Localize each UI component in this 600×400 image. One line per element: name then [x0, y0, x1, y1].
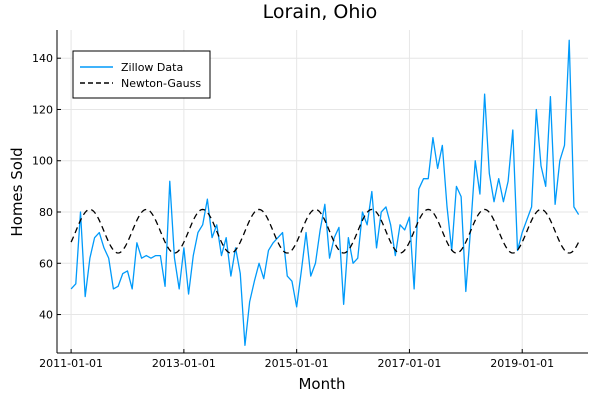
y-tick-label: 100: [32, 155, 53, 168]
y-tick-label: 40: [39, 309, 53, 322]
series-layer: [70, 39, 580, 346]
legend-label-newton-gauss: Newton-Gauss: [121, 77, 201, 90]
chart-title: Lorain, Ohio: [263, 1, 378, 23]
y-axis-label: Homes Sold: [8, 147, 26, 236]
x-tick-label: 2013-01-01: [152, 357, 216, 370]
y-tick-label: 80: [39, 206, 53, 219]
legend: Zillow Data Newton-Gauss: [72, 50, 211, 99]
legend-box: [72, 50, 211, 99]
legend-label-zillow-data: Zillow Data: [121, 61, 183, 74]
y-axis-ticks: 40 60 80 100 120 140: [32, 52, 61, 322]
series-line-newton-gauss: [70, 208, 580, 254]
y-tick-label: 140: [32, 52, 53, 65]
y-tick-label: 120: [32, 103, 53, 116]
x-tick-label: 2019-01-01: [490, 357, 554, 370]
x-tick-label: 2017-01-01: [377, 357, 441, 370]
x-tick-label: 2015-01-01: [265, 357, 329, 370]
series-line-zillow-data: [70, 39, 580, 346]
x-tick-label: 2011-01-01: [39, 357, 103, 370]
x-axis-ticks: 2011-01-01 2013-01-01 2015-01-01 2017-01-01…: [39, 349, 554, 370]
x-axis-label: Month: [298, 375, 345, 393]
y-tick-label: 60: [39, 257, 53, 270]
